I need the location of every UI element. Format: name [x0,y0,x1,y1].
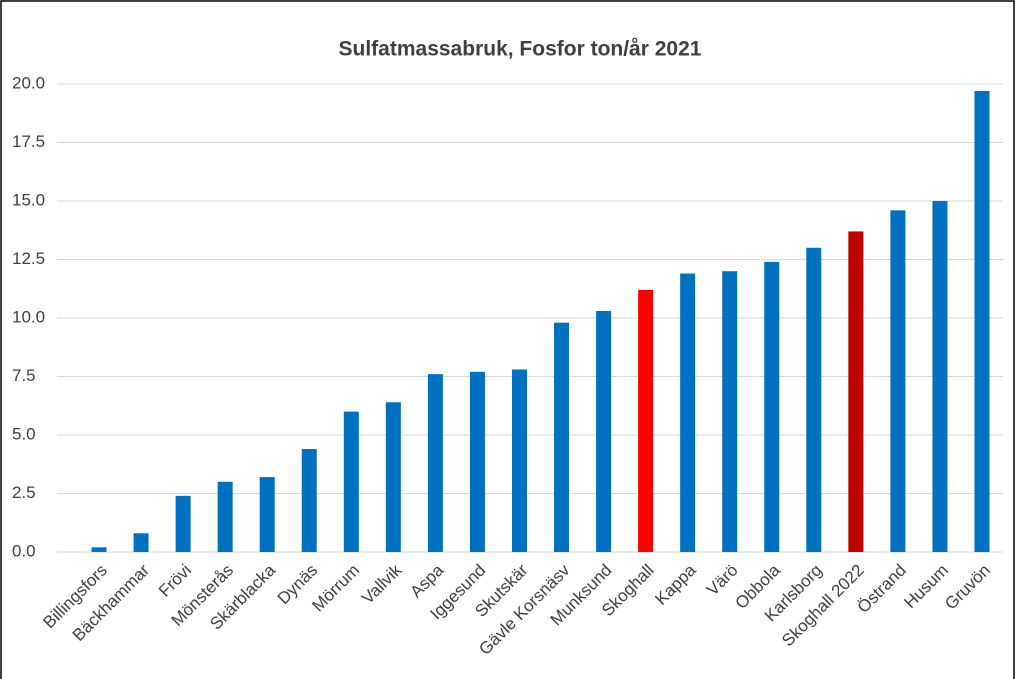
bar [554,322,570,552]
bar [511,369,527,552]
bar [638,289,654,552]
y-tick-label: 17.5 [12,132,45,151]
bar [469,371,485,552]
chart-title: Sulfatmassabruk, Fosfor ton/år 2021 [339,38,702,61]
y-tick-label: 5.0 [12,424,36,443]
bar [596,310,612,552]
y-tick-label: 10.0 [12,307,45,326]
bar [259,477,275,552]
bar [890,210,906,553]
bar [764,261,780,552]
bar [175,495,191,552]
y-tick-label: 0.0 [12,541,36,560]
bar [932,201,948,552]
bar [343,411,359,552]
bar [722,271,738,552]
bar [974,91,990,553]
bar [133,533,149,552]
y-tick-label: 15.0 [12,190,45,209]
bar [91,547,107,552]
y-tick-label: 7.5 [12,366,36,385]
bar [806,247,822,553]
bar [385,402,401,552]
bar [848,231,864,553]
bar [217,481,233,552]
bar [427,374,443,552]
bar [680,273,696,552]
y-tick-label: 12.5 [12,249,45,268]
bar [301,449,317,552]
y-tick-label: 20.0 [12,73,45,92]
y-tick-label: 2.5 [12,483,36,502]
